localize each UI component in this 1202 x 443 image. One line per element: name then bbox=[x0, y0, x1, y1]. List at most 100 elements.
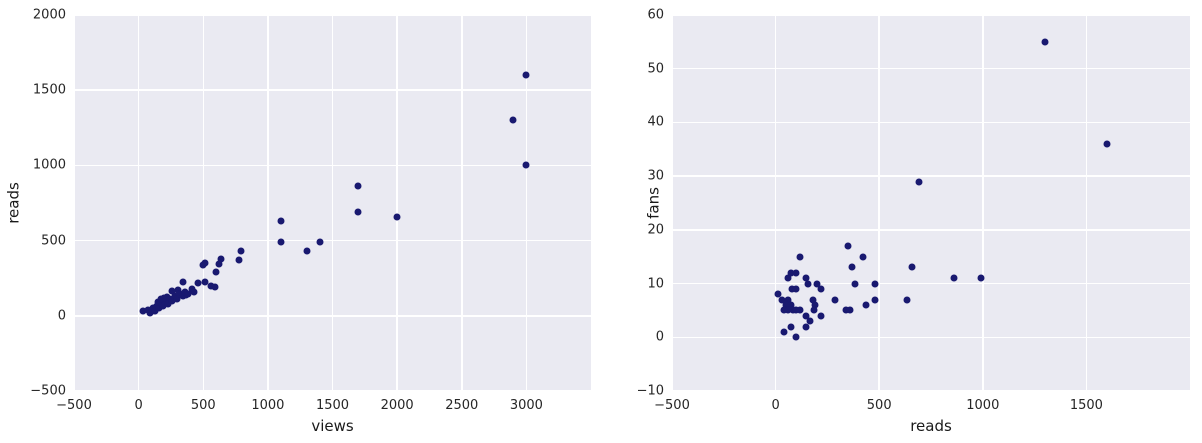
scatter-point bbox=[277, 238, 285, 246]
scatter-point bbox=[774, 290, 782, 298]
scatter-point bbox=[164, 300, 172, 308]
y-gridline bbox=[672, 229, 1190, 231]
x-tick-label: 2500 bbox=[445, 398, 479, 413]
scatter-point bbox=[848, 263, 856, 271]
x-tick-label: 0 bbox=[771, 398, 780, 413]
y-gridline bbox=[672, 390, 1190, 391]
y-gridline bbox=[74, 390, 591, 391]
x-gridline bbox=[878, 15, 880, 391]
right-y-axis-label: fans bbox=[644, 187, 663, 219]
scatter-point bbox=[817, 285, 825, 293]
scatter-point bbox=[190, 288, 198, 296]
y-tick-label: 40 bbox=[647, 114, 664, 130]
x-tick-label: −500 bbox=[56, 398, 92, 413]
scatter-point bbox=[179, 292, 187, 300]
left-y-axis-label: reads bbox=[4, 182, 23, 224]
y-tick-label: 20 bbox=[647, 222, 664, 238]
x-tick-label: 0 bbox=[134, 398, 143, 413]
scatter-point bbox=[788, 285, 796, 293]
scatter-point bbox=[199, 261, 207, 269]
scatter-point bbox=[950, 274, 958, 282]
x-gridline bbox=[672, 15, 673, 391]
x-tick-label: 1000 bbox=[966, 398, 1000, 413]
y-gridline bbox=[672, 67, 1190, 70]
scatter-point bbox=[163, 293, 171, 301]
left-plot-area bbox=[74, 15, 591, 391]
scatter-point bbox=[168, 297, 176, 305]
scatter-point bbox=[782, 301, 790, 309]
scatter-point bbox=[237, 247, 245, 255]
scatter-point bbox=[168, 287, 176, 295]
scatter-point bbox=[842, 306, 850, 314]
x-tick-label: 1500 bbox=[1069, 398, 1103, 413]
scatter-point bbox=[802, 274, 810, 282]
y-gridline bbox=[672, 15, 1190, 16]
scatter-point bbox=[817, 312, 825, 320]
scatter-point bbox=[871, 280, 879, 288]
scatter-point bbox=[354, 208, 362, 216]
right-plot: reads fans −500 0 500 1000 1500 −10 0 10 20 30 40 5… bbox=[637, 9, 1190, 434]
y-tick-label: −500 bbox=[30, 383, 66, 399]
scatter-point bbox=[522, 161, 530, 169]
scatter-point bbox=[184, 290, 192, 298]
scatter-point bbox=[780, 306, 788, 314]
scatter-point bbox=[201, 278, 209, 286]
scatter-point bbox=[784, 274, 792, 282]
y-gridline bbox=[74, 239, 591, 242]
y-tick-label: 30 bbox=[647, 168, 664, 184]
scatter-point bbox=[802, 323, 810, 331]
x-gridline bbox=[982, 15, 984, 391]
x-gridline bbox=[525, 15, 528, 391]
x-gridline bbox=[202, 15, 204, 391]
scatter-point bbox=[796, 306, 804, 314]
x-tick-label: 2000 bbox=[380, 398, 414, 413]
y-tick-label: 10 bbox=[647, 276, 664, 292]
scatter-point bbox=[174, 286, 182, 294]
y-tick-label: 1000 bbox=[32, 157, 66, 173]
left-plot: views reads −500 0 500 1000 1500 2000 2500 3000… bbox=[5, 9, 591, 434]
scatter-point bbox=[844, 242, 852, 250]
y-gridline bbox=[672, 175, 1190, 177]
scatter-point bbox=[780, 328, 788, 336]
scatter-point bbox=[804, 280, 812, 288]
y-tick-label: 50 bbox=[647, 61, 664, 77]
scatter-point bbox=[787, 323, 795, 331]
scatter-point bbox=[813, 280, 821, 288]
y-gridline bbox=[74, 164, 591, 167]
x-gridline bbox=[1085, 15, 1088, 391]
y-gridline bbox=[672, 121, 1190, 124]
y-tick-label: 0 bbox=[655, 329, 664, 345]
scatter-point bbox=[792, 285, 800, 293]
x-tick-label: 3000 bbox=[509, 398, 543, 413]
x-gridline bbox=[267, 15, 269, 391]
scatter-point bbox=[157, 295, 165, 303]
scatter-point bbox=[792, 306, 800, 314]
right-x-axis-label: reads bbox=[910, 417, 952, 435]
scatter-point bbox=[139, 307, 146, 315]
x-tick-label: 1000 bbox=[251, 398, 285, 413]
scatter-point bbox=[212, 268, 220, 276]
scatter-point bbox=[393, 213, 401, 221]
scatter-point bbox=[862, 301, 870, 309]
x-gridline bbox=[774, 15, 777, 391]
y-tick-label: 2000 bbox=[32, 7, 66, 23]
scatter-point bbox=[1103, 140, 1111, 148]
scatter-point bbox=[809, 296, 817, 304]
scatter-point bbox=[859, 253, 867, 261]
scatter-point bbox=[217, 255, 225, 263]
scatter-point bbox=[792, 269, 800, 277]
scatter-point bbox=[787, 269, 795, 277]
scatter-point bbox=[802, 312, 810, 320]
scatter-point bbox=[522, 71, 530, 79]
scatter-point bbox=[792, 333, 800, 341]
y-tick-label: 0 bbox=[57, 308, 66, 324]
x-gridline bbox=[137, 15, 140, 391]
scatter-point bbox=[277, 217, 285, 225]
x-tick-label: 1500 bbox=[315, 398, 350, 413]
x-tick-label: 500 bbox=[190, 398, 216, 413]
scatter-point bbox=[810, 306, 818, 314]
scatter-point bbox=[903, 296, 911, 304]
scatter-point bbox=[846, 306, 854, 314]
y-tick-label: 60 bbox=[647, 7, 664, 23]
